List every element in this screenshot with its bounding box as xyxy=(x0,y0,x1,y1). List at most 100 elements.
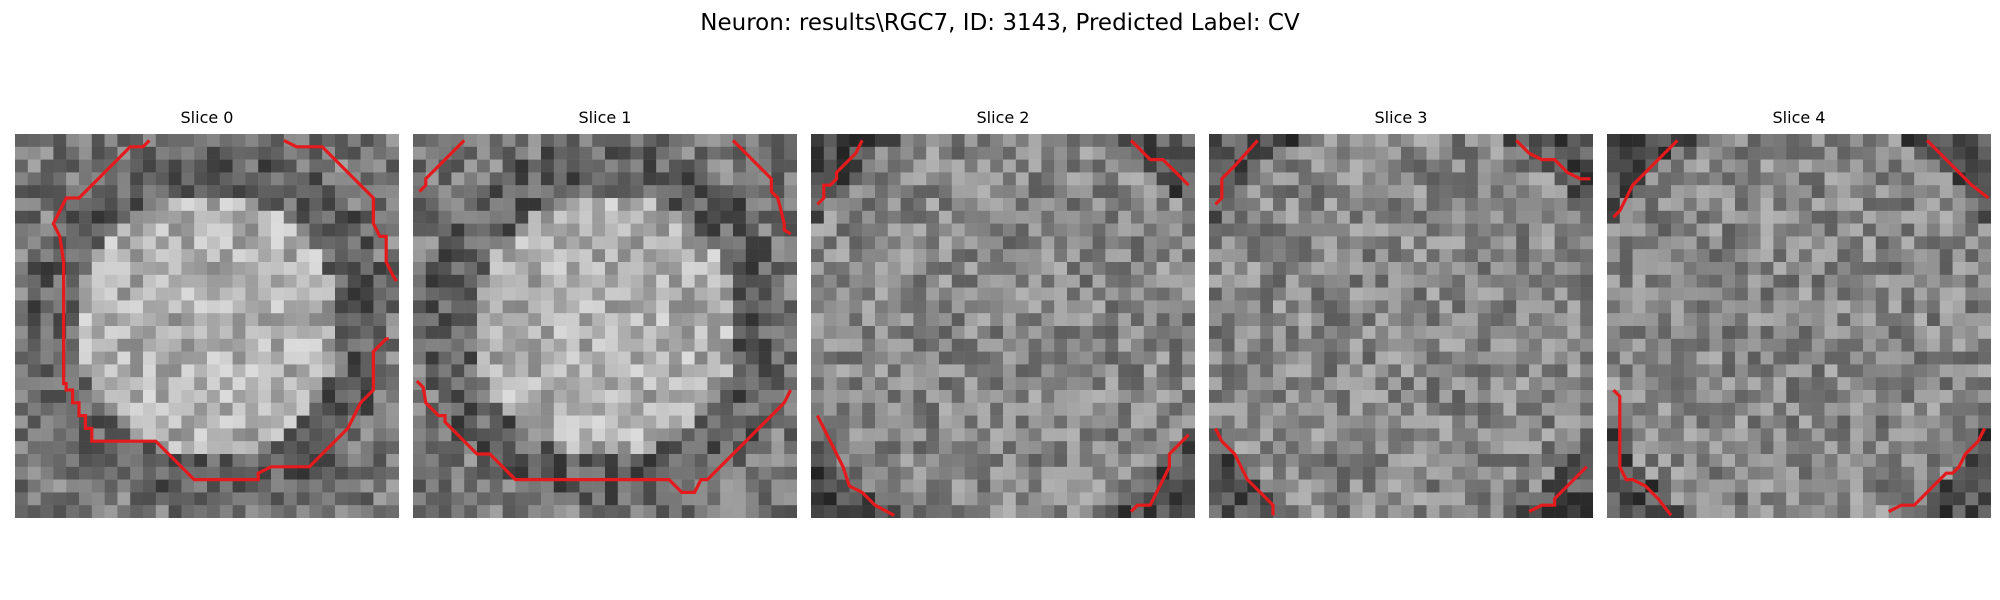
pixel xyxy=(347,300,361,314)
pixel xyxy=(1747,479,1761,493)
pixel xyxy=(1477,338,1491,352)
pixel xyxy=(630,479,644,493)
pixel xyxy=(1401,338,1415,352)
pixel xyxy=(605,249,619,263)
pixel xyxy=(502,479,516,493)
pixel xyxy=(322,185,336,199)
pixel xyxy=(605,338,619,352)
pixel xyxy=(1105,134,1119,148)
pixel xyxy=(515,313,529,327)
pixel xyxy=(707,159,721,173)
pixel xyxy=(720,377,734,391)
pixel xyxy=(1914,287,1928,301)
pixel xyxy=(1285,287,1299,301)
pixel xyxy=(592,326,606,340)
pixel xyxy=(1015,300,1029,314)
pixel xyxy=(694,223,708,237)
pixel xyxy=(1273,172,1287,186)
pixel xyxy=(40,185,54,199)
pixel xyxy=(1875,351,1889,365)
pixel xyxy=(617,210,631,224)
pixel xyxy=(592,492,606,506)
pixel xyxy=(502,338,516,352)
pixel xyxy=(425,146,439,160)
pixel xyxy=(771,492,785,506)
pixel xyxy=(425,134,439,148)
pixel xyxy=(1054,198,1068,212)
pixel xyxy=(219,402,233,416)
pixel xyxy=(1324,146,1338,160)
pixel xyxy=(207,223,221,237)
pixel xyxy=(1939,338,1953,352)
pixel xyxy=(40,338,54,352)
pixel xyxy=(464,300,478,314)
pixel xyxy=(528,377,542,391)
pixel xyxy=(1375,185,1389,199)
pixel xyxy=(528,249,542,263)
pixel xyxy=(1221,326,1235,340)
pixel xyxy=(939,159,953,173)
pixel xyxy=(143,338,157,352)
pixel xyxy=(283,454,297,468)
pixel xyxy=(335,454,349,468)
pixel xyxy=(219,479,233,493)
pixel xyxy=(1914,313,1928,327)
pixel xyxy=(451,172,465,186)
pixel xyxy=(1003,466,1017,480)
pixel xyxy=(977,262,991,276)
pixel xyxy=(245,338,259,352)
pixel xyxy=(1298,159,1312,173)
pixel xyxy=(1837,223,1851,237)
pixel xyxy=(939,377,953,391)
pixel xyxy=(964,454,978,468)
pixel xyxy=(143,198,157,212)
pixel xyxy=(1273,159,1287,173)
pixel xyxy=(155,338,169,352)
pixel xyxy=(464,364,478,378)
pixel xyxy=(477,338,491,352)
pixel xyxy=(592,134,606,148)
pixel xyxy=(977,338,991,352)
pixel xyxy=(1298,172,1312,186)
pixel xyxy=(1683,428,1697,442)
pixel xyxy=(194,402,208,416)
pixel xyxy=(771,364,785,378)
pixel xyxy=(1234,377,1248,391)
pixel xyxy=(79,146,93,160)
pixel xyxy=(27,492,41,506)
pixel xyxy=(1015,134,1029,148)
pixel xyxy=(733,223,747,237)
pixel xyxy=(1209,390,1223,404)
pixel xyxy=(130,390,144,404)
pixel xyxy=(811,172,825,186)
pixel xyxy=(1028,428,1042,442)
pixel xyxy=(669,313,683,327)
pixel xyxy=(1516,454,1530,468)
pixel xyxy=(1054,428,1068,442)
pixel xyxy=(194,351,208,365)
pixel xyxy=(91,198,105,212)
pixel xyxy=(104,223,118,237)
pixel xyxy=(913,223,927,237)
pixel xyxy=(283,351,297,365)
pixel xyxy=(656,338,670,352)
pixel xyxy=(1850,262,1864,276)
pixel xyxy=(1028,441,1042,455)
pixel xyxy=(66,262,80,276)
pixel xyxy=(1735,338,1749,352)
pixel xyxy=(1709,274,1723,288)
pixel xyxy=(489,146,503,160)
pixel xyxy=(707,441,721,455)
pixel xyxy=(1362,415,1376,429)
pixel xyxy=(1311,159,1325,173)
pixel xyxy=(451,236,465,250)
pixel xyxy=(733,466,747,480)
pixel xyxy=(1092,390,1106,404)
pixel xyxy=(1580,402,1593,416)
pixel xyxy=(1118,351,1132,365)
pixel xyxy=(1927,428,1941,442)
pixel xyxy=(592,185,606,199)
pixel xyxy=(1927,287,1941,301)
pixel xyxy=(836,223,850,237)
pixel xyxy=(720,287,734,301)
